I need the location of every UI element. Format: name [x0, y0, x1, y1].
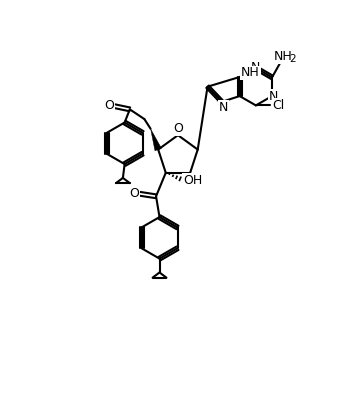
Text: OH: OH: [183, 174, 202, 187]
Text: N: N: [251, 61, 261, 74]
Text: NH: NH: [240, 66, 259, 79]
Text: N: N: [219, 101, 228, 114]
Text: Cl: Cl: [273, 99, 285, 112]
Polygon shape: [150, 129, 162, 151]
Text: O: O: [129, 187, 139, 200]
Text: O: O: [104, 100, 114, 113]
Text: 2: 2: [289, 54, 296, 64]
Text: NH: NH: [273, 50, 292, 63]
Text: N: N: [268, 90, 278, 103]
Text: O: O: [173, 122, 183, 135]
